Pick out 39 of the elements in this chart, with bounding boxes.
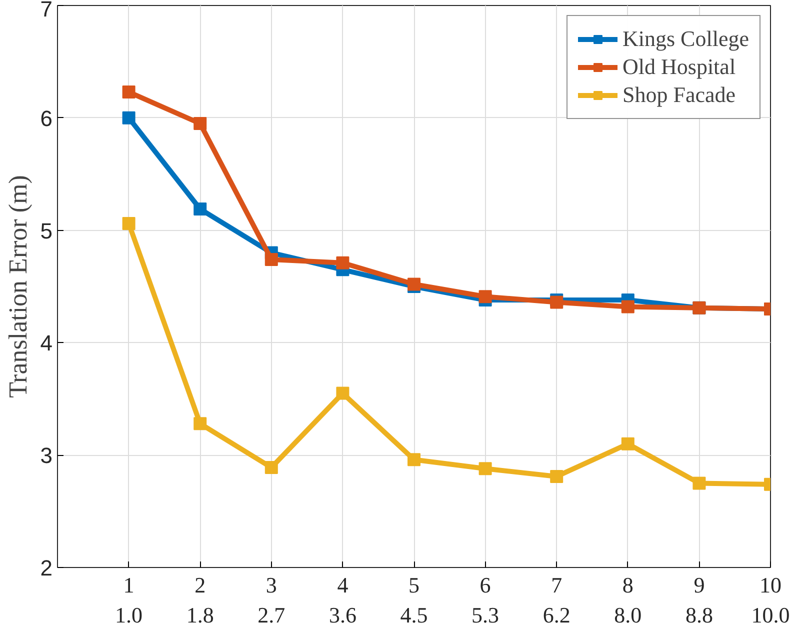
point (264, 253, 278, 266)
point (336, 386, 350, 400)
point (478, 462, 492, 476)
x-tick-label: 1 1.0 (115, 572, 143, 628)
legend-label: Kings College (622, 26, 749, 52)
point (621, 300, 634, 314)
x-tick-label: 2 1.8 (186, 572, 214, 628)
y-tick-label: 2 (40, 556, 53, 580)
x-tick-label: 9 8.8 (685, 572, 713, 628)
point (621, 437, 634, 450)
point (194, 417, 207, 430)
point (408, 453, 420, 466)
x-tick-label: 3 2.7 (258, 572, 286, 628)
x-tick-label: 4 3.6 (328, 572, 356, 628)
y-tick-label: 5 (40, 218, 53, 244)
y-axis-title: Translation Error (m) (3, 175, 32, 398)
legend-label: Old Hospital (622, 54, 736, 80)
point (264, 460, 278, 474)
point (194, 117, 207, 130)
point (550, 296, 564, 309)
point (122, 111, 136, 124)
y-tick-label: 4 (40, 330, 53, 356)
y-tick-label: 3 (40, 443, 53, 468)
legend-label: Shop Facade (622, 82, 736, 108)
x-tick-label: 6 5.3 (472, 572, 500, 628)
x-tick-label: 7 6.2 (542, 572, 570, 628)
y-tick-label: 6 (40, 106, 53, 131)
point (408, 278, 420, 291)
point (336, 256, 350, 270)
point (122, 86, 136, 99)
x-tick-label: 10 10.0 (751, 572, 790, 628)
point (692, 476, 706, 490)
point (122, 217, 136, 230)
x-tick-label: 5 4.5 (400, 572, 428, 628)
point (478, 290, 492, 304)
x-tick-label: 8 8.0 (614, 572, 642, 628)
y-tick-label: 7 (40, 0, 53, 22)
point (550, 470, 564, 483)
point (194, 202, 207, 216)
